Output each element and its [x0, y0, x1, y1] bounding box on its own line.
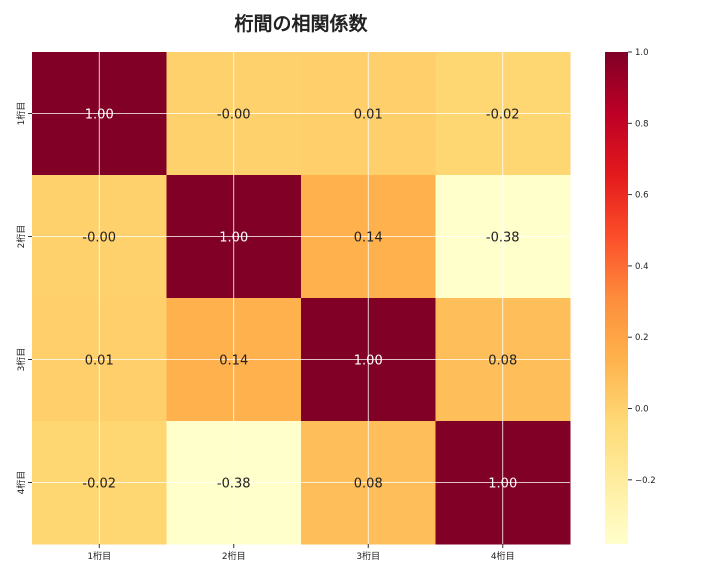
x-tick-label: 2桁目 — [222, 550, 246, 562]
cell-value-label: 0.01 — [85, 354, 114, 369]
cell-value-label: 0.01 — [354, 108, 383, 123]
colorbar-tick-label: 1.0 — [635, 48, 649, 58]
cell-value-label: 1.00 — [85, 108, 114, 123]
colorbar — [605, 52, 628, 544]
cell-value-label: 1.00 — [354, 354, 383, 369]
cell-value-label: -0.00 — [82, 231, 116, 246]
y-tick-label: 4桁目 — [15, 471, 27, 495]
cell-value-label: 0.14 — [354, 231, 383, 246]
cell-value-label: 1.00 — [488, 477, 517, 492]
cell-value-label: 0.14 — [219, 354, 248, 369]
cell-value-label: 0.08 — [488, 354, 517, 369]
x-tick-label: 3桁目 — [356, 550, 380, 562]
colorbar-tick-label: 0.8 — [635, 119, 649, 129]
y-tick-label: 3桁目 — [15, 348, 27, 372]
colorbar-tick-label: 0.2 — [635, 333, 649, 343]
cell-value-label: 1.00 — [219, 231, 248, 246]
x-tick-label: 4桁目 — [491, 550, 515, 562]
cell-value-label: -0.38 — [486, 231, 520, 246]
colorbar-tick-label: −0.2 — [635, 476, 656, 486]
y-tick-label: 1桁目 — [15, 102, 27, 126]
y-tick-label: 2桁目 — [15, 225, 27, 249]
cell-value-label: -0.02 — [82, 477, 116, 492]
chart-title: 桁間の相関係数 — [234, 12, 368, 35]
cell-value-label: -0.02 — [486, 108, 520, 123]
cell-value-label: 0.08 — [354, 477, 383, 492]
colorbar-tick-label: 0.6 — [635, 191, 649, 201]
colorbar-tick-label: 0.4 — [635, 262, 649, 272]
cell-value-label: -0.00 — [217, 108, 251, 123]
cell-value-label: -0.38 — [217, 477, 251, 492]
x-tick-label: 1桁目 — [87, 550, 111, 562]
colorbar-tick-label: 0.0 — [635, 405, 649, 415]
